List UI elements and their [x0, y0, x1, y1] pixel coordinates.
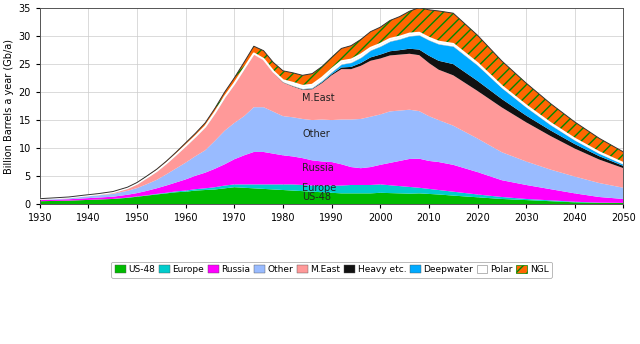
Legend: US-48, Europe, Russia, Other, M.East, Heavy etc., Deepwater, Polar, NGL: US-48, Europe, Russia, Other, M.East, He… [111, 261, 552, 278]
Text: US-48: US-48 [303, 192, 332, 202]
Text: Other: Other [303, 129, 330, 139]
Text: Europe: Europe [303, 183, 337, 193]
Y-axis label: Billion Barrels a year (Gb/a): Billion Barrels a year (Gb/a) [4, 39, 14, 174]
Text: M.East: M.East [303, 93, 335, 103]
Text: Russia: Russia [303, 163, 334, 173]
